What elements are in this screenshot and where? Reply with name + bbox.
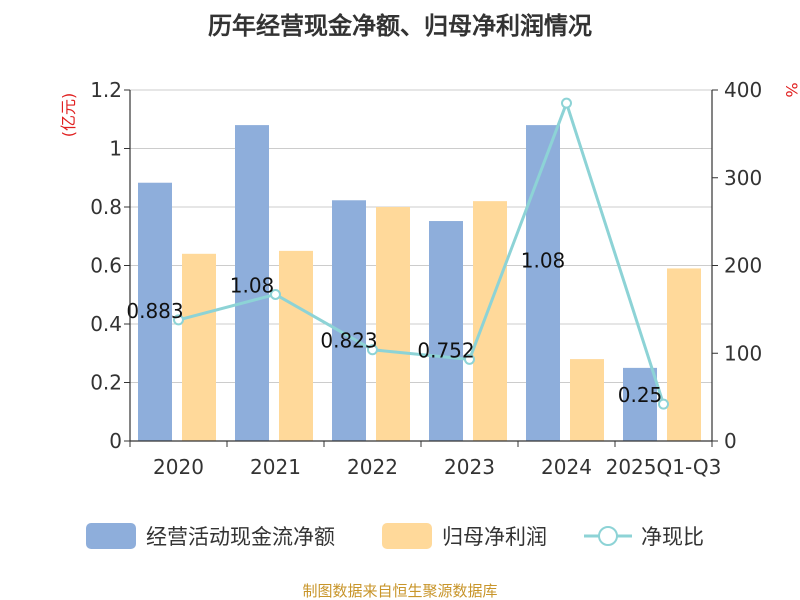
- cash-flow-labels: 0.883 1.08 0.823 0.752 1.08 0.25: [126, 248, 662, 407]
- right-axis-unit: %: [782, 82, 800, 97]
- cash-flow-value-label: 0.823: [320, 329, 377, 353]
- left-tick-label: 0.2: [90, 371, 122, 395]
- cash-flow-value-label: 0.25: [618, 383, 663, 407]
- cash-flow-bar: [138, 182, 172, 441]
- ratio-polyline: [178, 98, 665, 405]
- ratio-point: [561, 97, 572, 109]
- cash-flow-bar: [429, 221, 463, 441]
- cash-flow-value-label: 1.08: [521, 248, 566, 272]
- legend-label-cash-flow: 经营活动现金流净额: [146, 525, 335, 549]
- legend-swatch-cash-flow: [86, 523, 136, 549]
- right-tick-label: 400: [724, 78, 762, 102]
- left-tick-label: 1.2: [90, 78, 122, 102]
- ratio-point: [658, 398, 669, 410]
- legend-label-net-profit: 归母净利润: [442, 525, 547, 549]
- cash-flow-value-label: 1.08: [230, 273, 275, 297]
- net-profit-bars: [182, 201, 701, 441]
- x-tick-label: 2024: [541, 455, 592, 479]
- left-tick-label: 0: [109, 429, 122, 453]
- cash-flow-bars: [138, 125, 657, 441]
- left-tick-label: 0.4: [90, 312, 122, 336]
- right-tick-label: 300: [724, 166, 762, 190]
- net-profit-bar: [182, 253, 216, 441]
- net-profit-bar: [279, 250, 313, 441]
- left-tick-label: 0.6: [90, 254, 122, 278]
- left-axis-ticks: 0 0.2 0.4 0.6 0.8 1 1.2: [90, 78, 130, 453]
- ratio-point: [464, 353, 475, 365]
- ratio-point: [270, 288, 281, 300]
- x-tick-label: 2023: [444, 455, 495, 479]
- net-profit-bar: [570, 359, 604, 441]
- x-tick-label: 2020: [153, 455, 204, 479]
- left-axis-unit: (亿元): [59, 93, 78, 138]
- right-tick-label: 100: [724, 341, 762, 365]
- cash-flow-bar: [526, 125, 560, 441]
- x-tick-label: 2025Q1-Q3: [606, 455, 722, 479]
- gridlines: [130, 89, 712, 383]
- net-profit-bar: [376, 207, 410, 441]
- chart-title: 历年经营现金净额、归母净利润情况: [208, 12, 592, 40]
- legend-swatch-net-profit: [382, 523, 432, 549]
- x-tick-label: 2022: [347, 455, 398, 479]
- source-note: 制图数据来自恒生聚源数据库: [302, 582, 497, 600]
- right-tick-label: 200: [724, 254, 762, 278]
- left-tick-label: 0.8: [90, 195, 122, 219]
- legend-marker-ratio: [598, 526, 618, 546]
- ratio-line: [173, 97, 669, 410]
- net-profit-bar: [667, 268, 701, 441]
- x-tick-label: 2021: [250, 455, 301, 479]
- cash-flow-bar: [235, 125, 269, 441]
- x-axis-ticks: 2020 2021 2022 2023 2024 2025Q1-Q3: [129, 441, 722, 479]
- right-tick-label: 0: [724, 429, 737, 453]
- net-profit-bar: [473, 201, 507, 441]
- cash-flow-value-label: 0.883: [126, 299, 183, 323]
- cash-flow-bar: [623, 367, 657, 441]
- cash-flow-value-label: 0.752: [417, 338, 474, 362]
- left-tick-label: 1: [109, 137, 122, 161]
- ratio-point: [367, 344, 378, 356]
- right-axis-ticks: 0 100 200 300 400: [712, 78, 762, 453]
- legend-label-ratio: 净现比: [641, 525, 704, 549]
- legend: 经营活动现金流净额 归母净利润 净现比: [86, 523, 704, 549]
- cash-flow-bar: [332, 200, 366, 441]
- ratio-point: [173, 314, 184, 326]
